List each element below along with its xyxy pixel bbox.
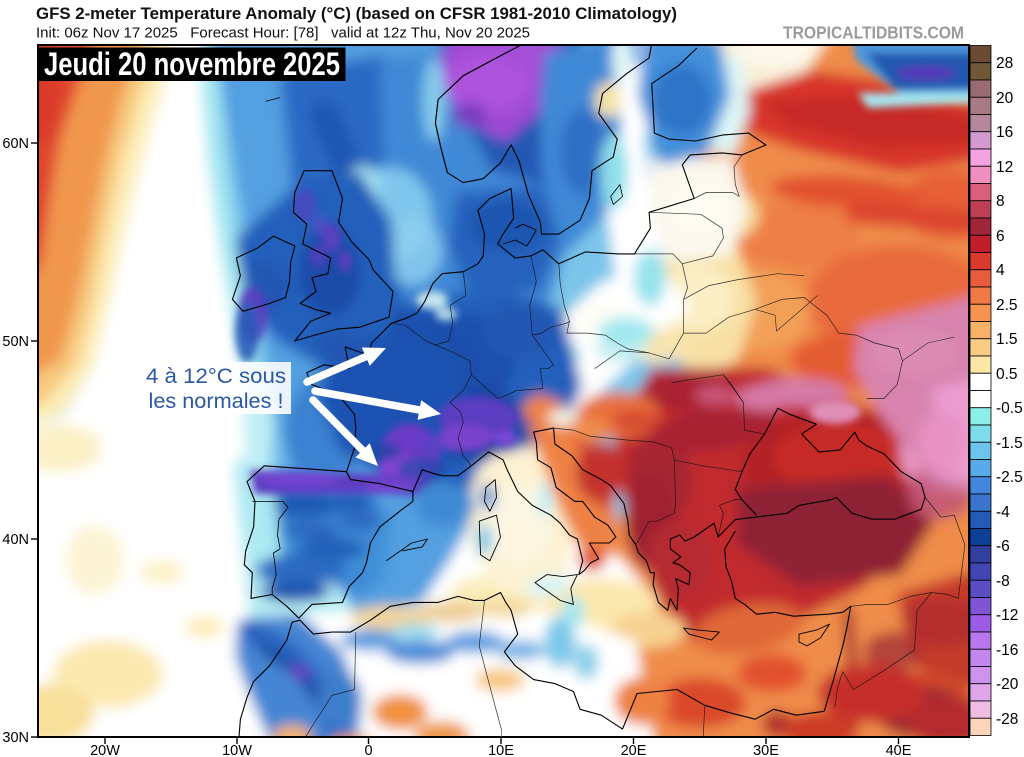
svg-text:0: 0 — [364, 743, 372, 757]
svg-text:-6: -6 — [996, 538, 1010, 555]
svg-text:GFS 2-meter Temperature Anomal: GFS 2-meter Temperature Anomaly (°C) (ba… — [36, 4, 677, 23]
svg-text:-2.5: -2.5 — [996, 469, 1023, 486]
svg-text:-12: -12 — [996, 607, 1018, 624]
svg-text:-0.5: -0.5 — [996, 400, 1023, 417]
svg-text:16: 16 — [996, 124, 1013, 141]
svg-text:-20: -20 — [996, 676, 1019, 693]
svg-text:20W: 20W — [90, 743, 120, 757]
svg-text:-8: -8 — [996, 573, 1010, 590]
svg-text:-28: -28 — [996, 711, 1018, 728]
svg-text:les normales !: les normales ! — [149, 390, 284, 413]
svg-text:TROPICALTIDBITS.COM: TROPICALTIDBITS.COM — [783, 23, 964, 43]
svg-text:20: 20 — [996, 90, 1014, 107]
svg-text:1.5: 1.5 — [996, 331, 1018, 348]
svg-text:8: 8 — [996, 193, 1005, 210]
svg-text:0.5: 0.5 — [996, 366, 1018, 383]
svg-text:60N: 60N — [2, 136, 29, 152]
svg-text:30E: 30E — [753, 743, 779, 757]
svg-text:-1.5: -1.5 — [996, 435, 1023, 452]
svg-text:28: 28 — [996, 55, 1013, 72]
svg-text:4 à 12°C sous: 4 à 12°C sous — [146, 365, 286, 388]
svg-text:10W: 10W — [222, 743, 252, 757]
svg-text:-16: -16 — [996, 642, 1018, 659]
svg-text:30N: 30N — [2, 730, 29, 746]
svg-text:50N: 50N — [2, 334, 29, 350]
svg-text:20E: 20E — [621, 743, 647, 757]
svg-text:Jeudi 20 novembre 2025: Jeudi 20 novembre 2025 — [44, 46, 340, 82]
svg-text:-4: -4 — [996, 504, 1010, 521]
svg-text:10E: 10E — [488, 743, 514, 757]
svg-text:Init: 06z Nov 17 2025 Foreca: Init: 06z Nov 17 2025 Forecast Hour: [78… — [36, 26, 530, 42]
svg-text:2.5: 2.5 — [996, 297, 1018, 314]
svg-text:6: 6 — [996, 228, 1005, 245]
svg-text:4: 4 — [996, 262, 1005, 279]
svg-text:40E: 40E — [886, 743, 912, 757]
svg-text:40N: 40N — [2, 532, 29, 548]
svg-text:12: 12 — [996, 159, 1013, 176]
